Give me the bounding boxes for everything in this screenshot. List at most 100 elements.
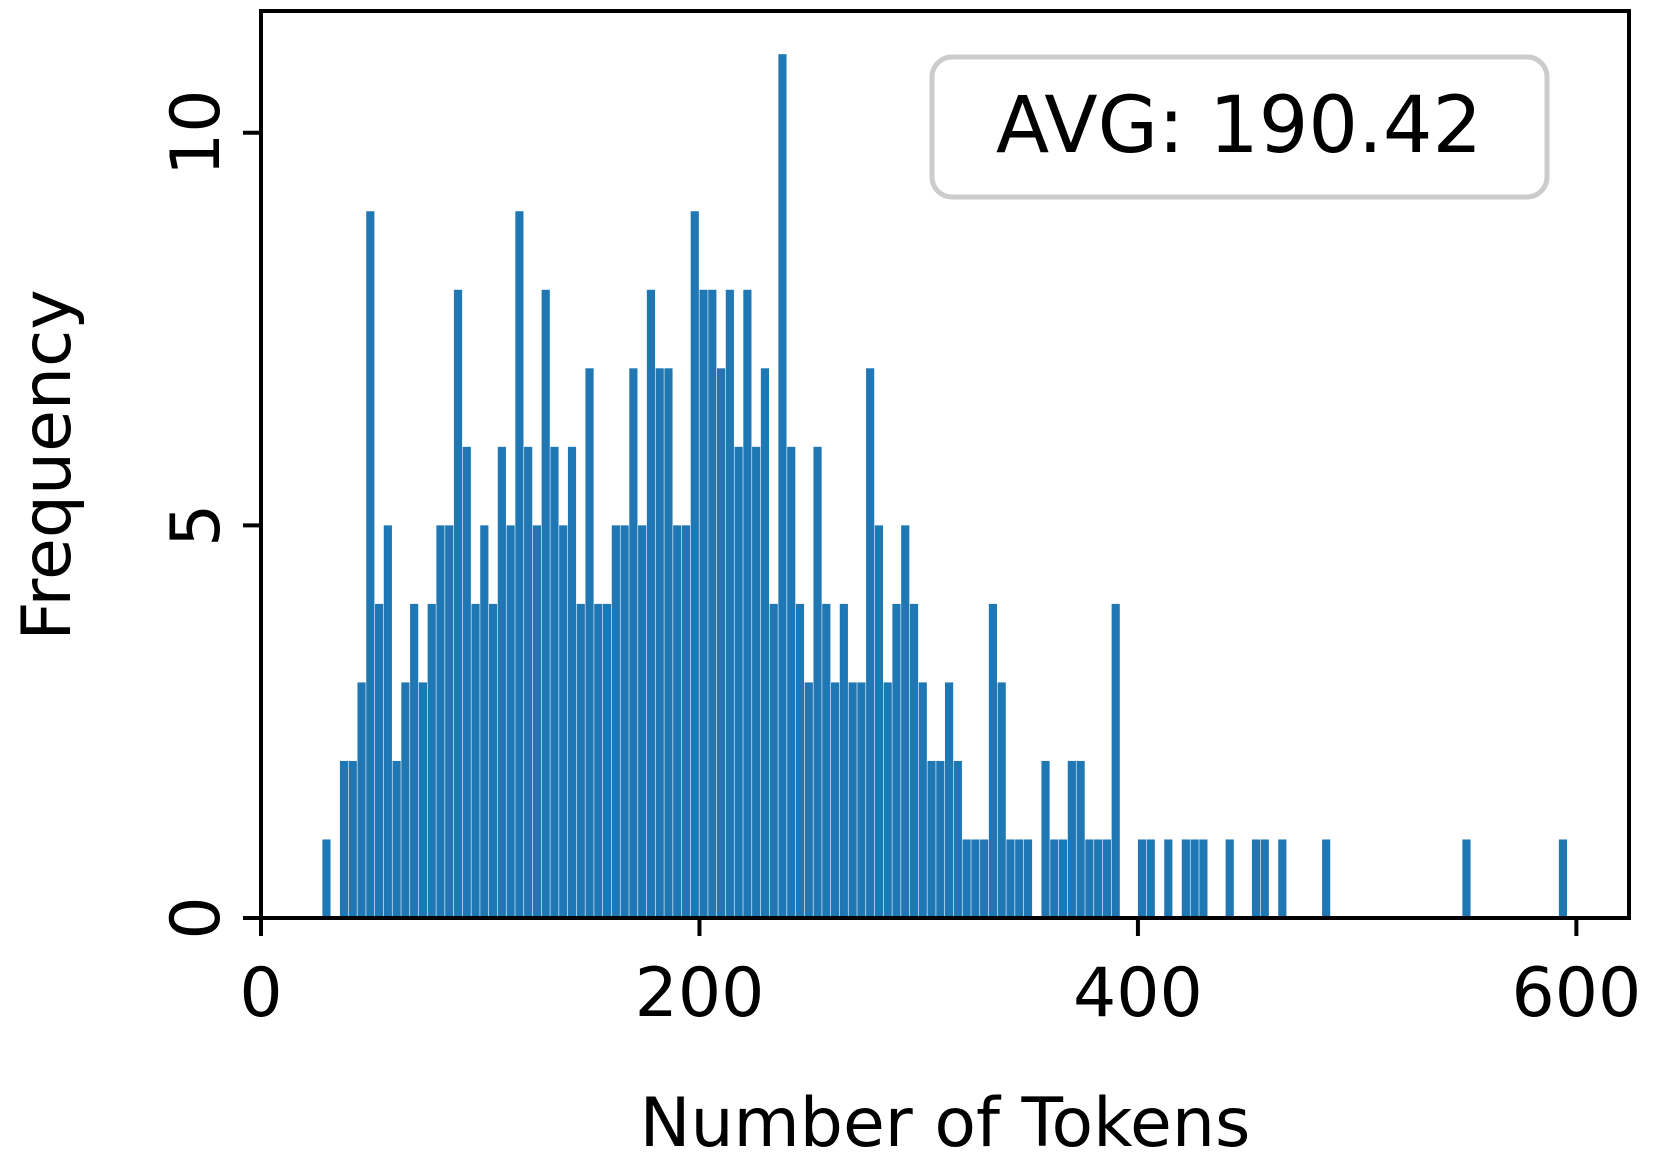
y-tick-label: 0 [157, 896, 236, 939]
bar [787, 446, 796, 918]
bar [795, 603, 805, 918]
bar [1102, 839, 1112, 918]
bar [383, 525, 392, 918]
bar [901, 525, 910, 918]
bar [611, 525, 620, 918]
bar [357, 682, 366, 918]
bar [1322, 839, 1331, 918]
bar [1023, 839, 1033, 918]
bar [576, 603, 585, 918]
bar [778, 54, 787, 918]
bar [892, 603, 901, 918]
bar [392, 760, 401, 918]
bar [760, 368, 770, 918]
bar [629, 368, 638, 918]
bar [339, 760, 349, 918]
bar [427, 603, 436, 918]
bar [322, 839, 331, 918]
bar [953, 760, 962, 918]
y-tick-label: 10 [157, 89, 236, 176]
bar [839, 603, 848, 918]
bar [453, 289, 463, 918]
bar [936, 760, 945, 918]
bar [532, 525, 542, 918]
bar [769, 603, 778, 918]
bar [1094, 839, 1103, 918]
x-axis-label: Number of Tokens [640, 1084, 1251, 1163]
bar [506, 525, 515, 918]
bar [813, 446, 822, 918]
bar [655, 368, 664, 918]
bar [585, 368, 594, 918]
bar [348, 760, 357, 918]
bar [1558, 839, 1568, 918]
bar [1050, 839, 1059, 918]
bar [489, 603, 498, 918]
bar [734, 446, 743, 918]
bar [410, 603, 419, 918]
bar [980, 839, 989, 918]
y-axis-label: Frequency [8, 289, 87, 640]
bar [567, 446, 577, 918]
bar [646, 289, 656, 918]
x-tick-label: 200 [635, 954, 765, 1033]
bar [1137, 839, 1147, 918]
bar [541, 289, 550, 918]
bar [822, 603, 831, 918]
bar [725, 289, 734, 918]
bar [699, 289, 708, 918]
x-tick-label: 600 [1511, 954, 1641, 1033]
bar [848, 682, 857, 918]
bar [1085, 839, 1094, 918]
bar [418, 682, 428, 918]
bar [945, 682, 954, 918]
bar [909, 603, 919, 918]
bar [594, 603, 603, 918]
bar [1260, 839, 1269, 918]
bar [1076, 760, 1085, 918]
bar [497, 446, 506, 918]
bar [1146, 839, 1155, 918]
bar [664, 368, 673, 918]
bar [603, 603, 612, 918]
bar [638, 525, 647, 918]
bar [401, 682, 410, 918]
x-tick-label: 400 [1073, 954, 1203, 1033]
bar [620, 525, 629, 918]
bars [322, 54, 1568, 918]
bar [690, 211, 699, 918]
bar [1164, 839, 1173, 918]
bar [471, 603, 480, 918]
bar [375, 603, 384, 918]
bar [971, 839, 980, 918]
bar [445, 525, 454, 918]
bar [1067, 760, 1076, 918]
bar [1251, 839, 1261, 918]
bar [1278, 839, 1287, 918]
bar [918, 682, 927, 918]
bar [743, 289, 752, 918]
bar [681, 525, 691, 918]
annotation-box [929, 54, 1550, 200]
x-tick-label: 0 [239, 954, 282, 1033]
bar [883, 682, 892, 918]
bar [1190, 839, 1199, 918]
annotation: AVG: 190.42 [996, 81, 1482, 171]
bar [559, 525, 568, 918]
bar [708, 289, 717, 918]
bar [366, 211, 375, 918]
plot-frame [259, 9, 1631, 920]
bar [1181, 839, 1190, 918]
bar [480, 525, 489, 918]
bar [857, 682, 866, 918]
bar [831, 682, 840, 918]
bar [462, 446, 471, 918]
bar [997, 682, 1006, 918]
bar [874, 525, 884, 918]
bar [1041, 760, 1050, 918]
bar [988, 603, 998, 918]
bar [1006, 839, 1015, 918]
bar [927, 760, 936, 918]
bar [1225, 839, 1234, 918]
